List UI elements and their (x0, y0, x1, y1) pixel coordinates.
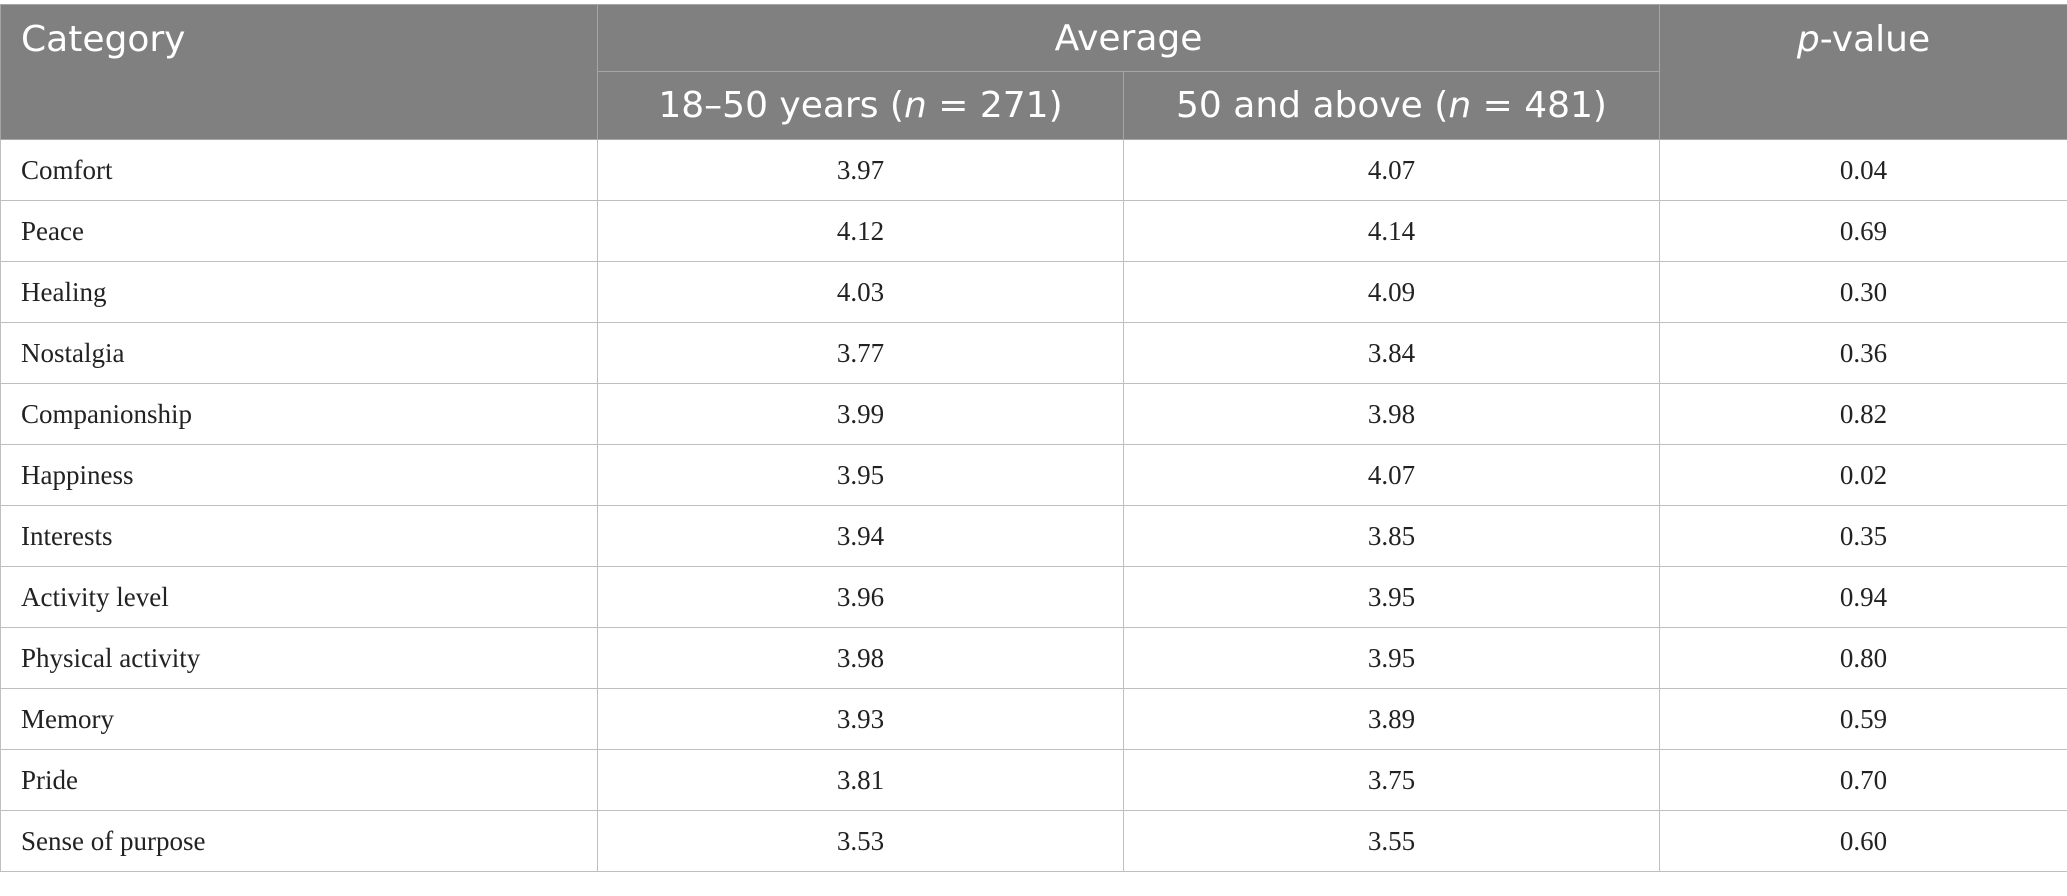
p-value-cell: 0.82 (1659, 383, 2067, 445)
group2-average-cell: 3.85 (1123, 505, 1660, 567)
table-header: Category Average p-value 18–50 years (n … (0, 4, 2067, 140)
group1-average-cell: 3.95 (597, 444, 1124, 506)
group1-label-post: = 271) (926, 85, 1063, 126)
table-row: Nostalgia 3.77 3.84 0.36 (0, 322, 2067, 384)
category-cell: Companionship (0, 383, 598, 445)
table-body: Comfort 3.97 4.07 0.04 Peace 4.12 4.14 0… (0, 139, 2067, 872)
group1-average-cell: 3.99 (597, 383, 1124, 445)
group1-average-cell: 3.81 (597, 749, 1124, 811)
header-row-top: Category Average p-value (0, 4, 2067, 140)
group1-average-cell: 3.53 (597, 810, 1124, 872)
p-value-cell: 0.60 (1659, 810, 2067, 872)
group2-average-cell: 3.95 (1123, 566, 1660, 628)
p-value-suffix: -value (1819, 19, 1931, 60)
group2-average-cell: 4.09 (1123, 261, 1660, 323)
group2-average-cell: 3.75 (1123, 749, 1660, 811)
table-row: Sense of purpose 3.53 3.55 0.60 (0, 810, 2067, 872)
group2-average-cell: 3.89 (1123, 688, 1660, 750)
p-value-cell: 0.30 (1659, 261, 2067, 323)
table-row: Healing 4.03 4.09 0.30 (0, 261, 2067, 323)
group1-average-cell: 3.96 (597, 566, 1124, 628)
p-value-cell: 0.59 (1659, 688, 2067, 750)
p-value-cell: 0.94 (1659, 566, 2067, 628)
p-value-italic-p: p (1796, 19, 1820, 60)
group1-average-cell: 3.93 (597, 688, 1124, 750)
category-cell: Pride (0, 749, 598, 811)
table-row: Interests 3.94 3.85 0.35 (0, 505, 2067, 567)
group1-label-n: n (903, 85, 927, 126)
group1-average-cell: 3.98 (597, 627, 1124, 689)
group1-average-cell: 4.12 (597, 200, 1124, 262)
group1-column-header: 18–50 years (n = 271) (597, 71, 1124, 140)
category-cell: Physical activity (0, 627, 598, 689)
group2-average-cell: 3.98 (1123, 383, 1660, 445)
table-row: Pride 3.81 3.75 0.70 (0, 749, 2067, 811)
p-value-column-header: p-value (1659, 4, 2067, 140)
p-value-cell: 0.36 (1659, 322, 2067, 384)
group2-average-cell: 3.84 (1123, 322, 1660, 384)
group1-average-cell: 3.97 (597, 139, 1124, 201)
p-value-cell: 0.70 (1659, 749, 2067, 811)
group2-column-header: 50 and above (n = 481) (1123, 71, 1660, 140)
table-row: Happiness 3.95 4.07 0.02 (0, 444, 2067, 506)
category-cell: Interests (0, 505, 598, 567)
header-row-sub: 18–50 years (n = 271) 50 and above (n = … (1, 71, 2067, 140)
group1-average-cell: 3.94 (597, 505, 1124, 567)
group2-average-cell: 4.07 (1123, 444, 1660, 506)
group2-average-cell: 4.07 (1123, 139, 1660, 201)
category-column-header: Category (0, 4, 598, 140)
comparison-table: Category Average p-value 18–50 years (n … (0, 4, 2067, 872)
category-cell: Happiness (0, 444, 598, 506)
table-row: Physical activity 3.98 3.95 0.80 (0, 627, 2067, 689)
comparison-table-container: Category Average p-value 18–50 years (n … (0, 4, 2067, 872)
table-row: Companionship 3.99 3.98 0.82 (0, 383, 2067, 445)
table-row: Activity level 3.96 3.95 0.94 (0, 566, 2067, 628)
p-value-cell: 0.35 (1659, 505, 2067, 567)
category-cell: Sense of purpose (0, 810, 598, 872)
table-row: Memory 3.93 3.89 0.59 (0, 688, 2067, 750)
p-value-cell: 0.80 (1659, 627, 2067, 689)
p-value-cell: 0.69 (1659, 200, 2067, 262)
p-value-cell: 0.02 (1659, 444, 2067, 506)
group1-label-pre: 18–50 years ( (658, 85, 904, 126)
group2-label-pre: 50 and above ( (1176, 85, 1449, 126)
category-cell: Activity level (0, 566, 598, 628)
group2-average-cell: 3.55 (1123, 810, 1660, 872)
table-row: Peace 4.12 4.14 0.69 (0, 200, 2067, 262)
group1-average-cell: 4.03 (597, 261, 1124, 323)
group2-label-n: n (1448, 85, 1472, 126)
group1-average-cell: 3.77 (597, 322, 1124, 384)
category-cell: Healing (0, 261, 598, 323)
group2-average-cell: 4.14 (1123, 200, 1660, 262)
category-cell: Memory (0, 688, 598, 750)
category-cell: Comfort (0, 139, 598, 201)
category-cell: Nostalgia (0, 322, 598, 384)
p-value-cell: 0.04 (1659, 139, 2067, 201)
table-row: Comfort 3.97 4.07 0.04 (0, 139, 2067, 201)
category-cell: Peace (0, 200, 598, 262)
average-column-header: Average (597, 4, 1660, 72)
group2-average-cell: 3.95 (1123, 627, 1660, 689)
group2-label-post: = 481) (1471, 85, 1607, 126)
